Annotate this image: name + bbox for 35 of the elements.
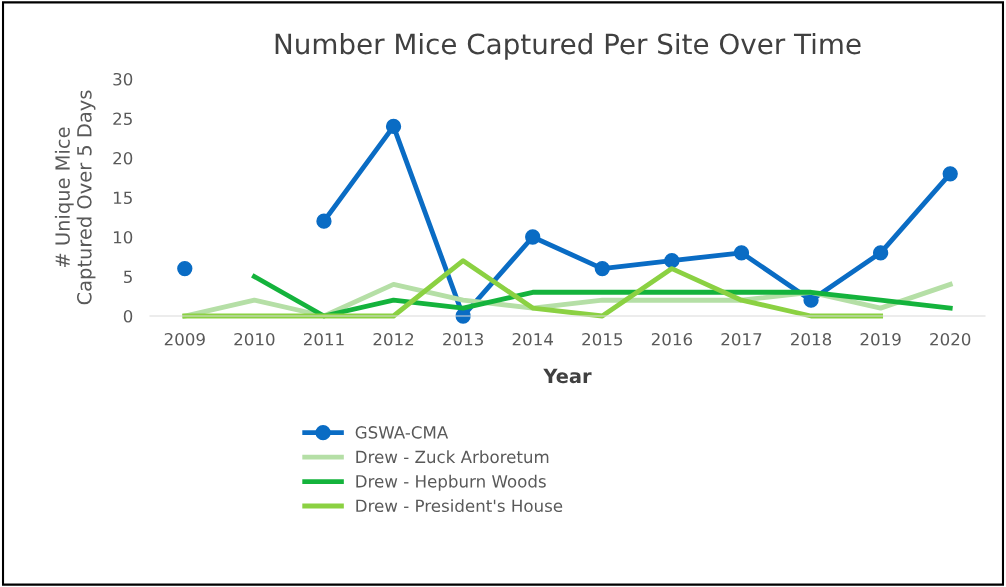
x-tick-label: 2012 <box>373 332 414 346</box>
x-tick-label: 2018 <box>791 332 832 346</box>
y-tick-label: 0 <box>123 309 133 323</box>
x-tick-label: 2016 <box>651 332 693 346</box>
x-tick-label: 2017 <box>721 332 762 346</box>
x-tick-label: 2010 <box>234 332 275 346</box>
point <box>385 118 402 135</box>
x-tick-label: 2014 <box>512 332 553 346</box>
point <box>733 245 750 261</box>
legend-label: Drew - Hepburn Woods <box>356 474 546 491</box>
y-tick-label: 10 <box>113 230 133 244</box>
chart-title: Number Mice Captured Per Site Over Time <box>275 32 861 60</box>
y-tick-label: 20 <box>113 151 133 165</box>
x-tick-label: 2013 <box>443 332 483 346</box>
y-tick-label: 30 <box>113 72 133 86</box>
point <box>664 253 680 269</box>
point <box>872 245 889 261</box>
legend-label: Drew - President's House <box>356 499 563 513</box>
x-axis-title: Year <box>543 368 592 384</box>
point <box>525 229 541 245</box>
y-tick-label: 5 <box>124 270 132 284</box>
x-tick-label: 2011 <box>303 332 344 346</box>
point <box>177 260 193 277</box>
y-tick-label: 15 <box>113 191 132 205</box>
x-tick-label: 2019 <box>860 332 901 346</box>
point <box>942 166 958 182</box>
x-tick-label: 2009 <box>164 332 205 346</box>
y-axis-title: # Unique Mice Captured Over 5 Days <box>54 90 96 305</box>
point <box>316 213 332 229</box>
x-tick-label: 2020 <box>930 332 971 346</box>
legend-label: GSWA-CMA <box>355 426 449 439</box>
y-tick-label: 25 <box>113 112 132 126</box>
x-tick-label: 2015 <box>582 332 623 346</box>
point <box>594 260 610 277</box>
legend-label: Drew - Zuck Arboretum <box>356 450 549 464</box>
